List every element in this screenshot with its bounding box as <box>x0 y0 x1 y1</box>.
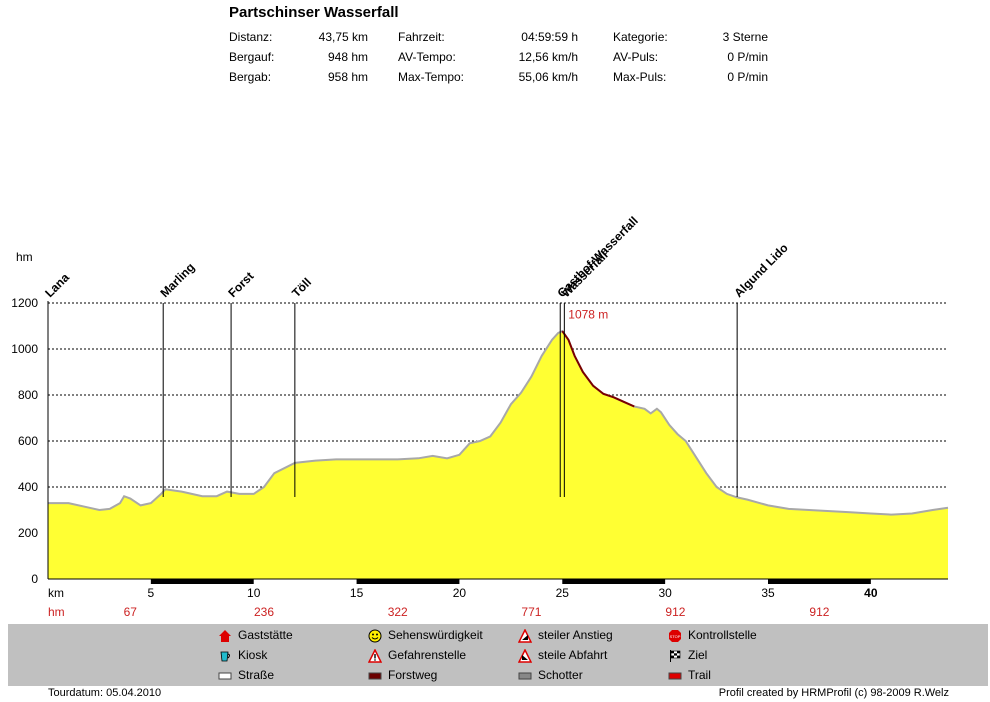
stat-value: 04:59:59 h <box>521 30 578 44</box>
danger-icon <box>367 648 383 663</box>
stat-value: 948 hm <box>327 50 368 64</box>
surface-segment <box>562 579 666 584</box>
stat-label: Max-Tempo: <box>398 70 465 84</box>
legend-item: Trail <box>668 668 711 683</box>
stat-label: Kategorie: <box>613 30 668 44</box>
legend-item: Gaststätte <box>218 628 293 643</box>
descent-warning-icon <box>517 648 533 663</box>
elevation-profile-chart: 0 200 400 600 800 1000 1200 hm Lana Marling Forst T… <box>11 214 949 619</box>
checkered-flag-icon <box>668 649 682 663</box>
credits: Profil created by HRMProfil (c) 98-2009 … <box>718 687 949 699</box>
surface-segment <box>356 579 460 584</box>
hm-value-label: 912 <box>665 605 685 619</box>
stat-label: Bergab: <box>229 70 272 84</box>
legend-label: steile Abfahrt <box>538 648 608 662</box>
stat-value: 0 P/min <box>727 70 768 84</box>
x-tick-label: 30 <box>658 586 672 600</box>
surface-segment <box>150 579 254 584</box>
y-axis-label: hm <box>16 250 33 264</box>
legend-label: Gaststätte <box>238 628 293 642</box>
hm-value-label: 322 <box>388 605 408 619</box>
x-tick-label: 15 <box>350 586 364 600</box>
y-tick-label: 1200 <box>11 296 38 310</box>
y-tick-label: 400 <box>18 480 38 494</box>
legend-item: steile Abfahrt <box>517 648 608 663</box>
hm-value-label: 771 <box>521 605 541 619</box>
house-icon <box>218 629 232 643</box>
legend-label: Sehenswürdigkeit <box>388 628 483 642</box>
hm-value-label: 912 <box>809 605 829 619</box>
legend-label: Kontrollstelle <box>688 628 757 642</box>
legend-label: Gefahrenstelle <box>388 648 467 662</box>
elevation-area <box>48 331 948 579</box>
legend-panel: Gaststätte Sehenswürdigkeit steiler Anst… <box>8 624 988 686</box>
stat-value: 0 P/min <box>727 50 768 64</box>
legend-label: steiler Anstieg <box>538 628 613 642</box>
x-axis-label: km <box>48 586 64 600</box>
legend-item: STOP Kontrollstelle <box>668 628 757 643</box>
legend-label: Schotter <box>538 668 583 682</box>
legend-label: Kiosk <box>238 648 268 662</box>
y-tick-label: 600 <box>18 434 38 448</box>
y-tick-label: 800 <box>18 388 38 402</box>
legend-item: Sehenswürdigkeit <box>368 628 483 643</box>
legend-item: steiler Anstieg <box>517 628 613 643</box>
waypoint-label: Forst <box>225 269 256 300</box>
stat-label: Bergauf: <box>229 50 275 64</box>
legend-item: Schotter <box>518 668 583 683</box>
trail-swatch <box>668 669 682 683</box>
tour-title: Partschinser Wasserfall <box>229 4 399 21</box>
forest-road-swatch <box>368 669 382 683</box>
climb-warning-icon <box>517 628 533 643</box>
y-tick-label: 200 <box>18 526 38 540</box>
legend-label: Trail <box>688 668 711 682</box>
road-swatch <box>218 669 232 683</box>
svg-text:STOP: STOP <box>670 634 681 639</box>
y-tick-label: 0 <box>31 572 38 586</box>
tour-date: Tourdatum: 05.04.2010 <box>48 687 162 699</box>
waypoint-label: Töll <box>289 275 314 300</box>
x-tick-label: 40 <box>864 586 878 600</box>
x-tick-label: 5 <box>148 586 155 600</box>
legend-item: Gefahrenstelle <box>367 648 467 663</box>
waypoint-label: Algund Lido <box>731 241 790 300</box>
stat-value: 3 Sterne <box>722 30 768 44</box>
waypoint-label: Lana <box>42 270 72 300</box>
legend-label: Forstweg <box>388 668 438 682</box>
legend-item: Ziel <box>668 648 707 663</box>
stat-label: Max-Puls: <box>613 70 667 84</box>
stat-label: AV-Puls: <box>613 50 659 64</box>
x-tick-label: 10 <box>247 586 261 600</box>
trail-segment-line <box>561 330 635 408</box>
x-tick-label: 35 <box>761 586 775 600</box>
legend-label: Straße <box>238 668 275 682</box>
legend-item: Forstweg <box>368 668 437 683</box>
stat-value: 12,56 km/h <box>518 50 578 64</box>
stat-label: Distanz: <box>229 30 273 44</box>
stat-value: 43,75 km <box>318 30 368 44</box>
legend-item: Straße <box>218 668 274 683</box>
surface-segment <box>768 579 871 584</box>
legend-label: Ziel <box>688 648 708 662</box>
y-tick-label: 1000 <box>11 342 38 356</box>
hm-row-label: hm <box>48 605 65 619</box>
hm-value-label: 236 <box>254 605 274 619</box>
stat-value: 958 hm <box>327 70 368 84</box>
waypoint-label: Marling <box>157 260 197 300</box>
gravel-swatch <box>518 669 532 683</box>
elevation-line <box>48 329 949 516</box>
x-tick-label: 20 <box>453 586 467 600</box>
hm-value-label: 67 <box>124 605 138 619</box>
legend-item: Kiosk <box>218 648 267 663</box>
stat-value: 55,06 km/h <box>518 70 578 84</box>
stop-icon: STOP <box>668 629 682 643</box>
smiley-icon <box>368 629 382 643</box>
waypoint-label: Wasserfall <box>559 248 611 300</box>
cup-icon <box>218 649 232 663</box>
stat-label: Fahrzeit: <box>398 30 445 44</box>
stat-label: AV-Tempo: <box>398 50 456 64</box>
peak-label: 1078 m <box>568 308 608 322</box>
x-tick-label: 25 <box>556 586 570 600</box>
